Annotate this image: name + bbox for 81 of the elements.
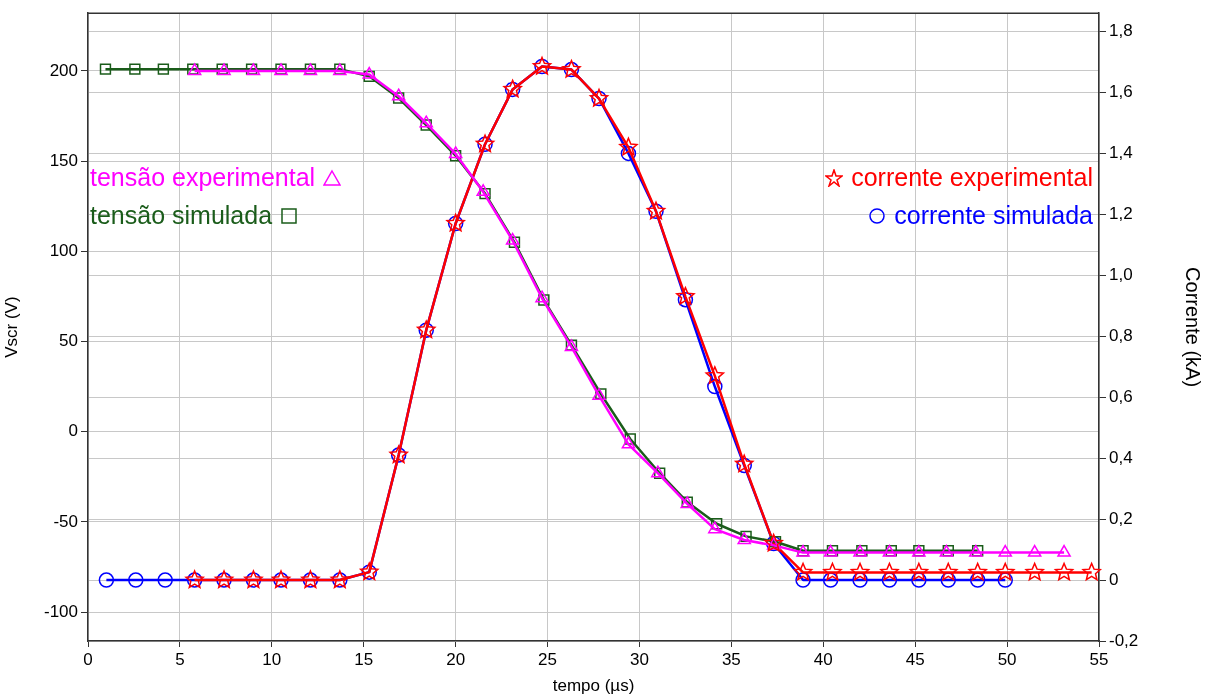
y-tick-label: 200 [49,60,78,80]
text: tensão simulada [90,201,273,231]
point [392,92,405,104]
y2-tick-label: 1,4 [1109,143,1133,163]
point [420,119,432,131]
point [363,70,375,83]
x-tick-label: 0 [83,649,93,669]
legend-label: corrente simulada [894,201,1093,231]
y-tick-label: -50 [53,511,78,531]
y2-tick-label: -0,2 [1109,630,1139,650]
x-tick-label: 5 [175,649,185,669]
point [823,562,842,581]
point [620,145,637,162]
point [995,562,1015,581]
point [998,544,1013,557]
point [795,572,811,588]
point [505,232,520,245]
point [1082,562,1101,581]
x-axis-title: tempo (µs) [552,676,635,696]
point [619,137,638,156]
y2-tick-label: 1,2 [1109,204,1133,224]
point [968,562,987,581]
y2-tick-label: 1,6 [1109,82,1133,102]
point [708,521,722,534]
point [128,572,144,588]
point [621,436,636,449]
point [1025,562,1044,581]
y-tick-label: -100 [43,601,78,621]
text: tensão experimental [90,163,316,193]
x-tick-label: 45 [905,649,925,669]
y2-tick-label: 1,0 [1109,264,1133,284]
point [822,572,839,588]
y2-tick-label: 0,6 [1109,386,1133,406]
point [1054,562,1074,581]
x-tick-label: 40 [813,649,833,669]
x-tick-label: 25 [538,649,558,669]
point [1057,544,1071,557]
x-tick-label: 30 [629,649,649,669]
point [99,63,112,75]
point [909,562,929,581]
point [850,562,870,581]
y-axis-title: Vscr (V) [1,296,21,358]
point [705,366,725,384]
point [129,63,141,75]
point [362,66,377,79]
x-tick-label: 20 [446,649,466,669]
point [1027,544,1042,557]
x-tick-label: 15 [354,649,374,669]
legend-label: corrente experimental [851,163,1093,193]
point [880,562,899,581]
y2-tick-label: 0,8 [1109,325,1133,345]
y2-axis-title: Corrente (kA) [1182,267,1205,388]
x-tick-label: 55 [1089,649,1109,669]
point [448,146,463,159]
point [391,88,406,101]
point [157,572,173,588]
y2-tick-label: 1,8 [1109,21,1133,41]
y-tick-label: 0 [68,421,78,441]
y2-tick-label: 0,4 [1109,447,1133,467]
point [538,294,550,306]
point [535,290,549,303]
point [793,562,813,581]
point [449,150,462,162]
point [707,378,723,395]
point [881,572,898,588]
y2-tick-label: 0 [1109,569,1119,589]
x-tick-label: 50 [997,649,1017,669]
point [157,63,170,75]
y-tick-label: 150 [49,150,78,170]
x-tick-label: 10 [262,649,282,669]
y-tick-label: 100 [49,241,78,261]
point [419,115,434,128]
point [938,562,958,581]
point [677,291,694,308]
x-tick-label: 35 [721,649,741,669]
y2-tick-label: 0,2 [1109,508,1133,528]
y-tick-label: 50 [59,331,78,351]
point [98,572,115,588]
point [624,433,636,445]
point [676,286,695,305]
point [969,572,986,588]
